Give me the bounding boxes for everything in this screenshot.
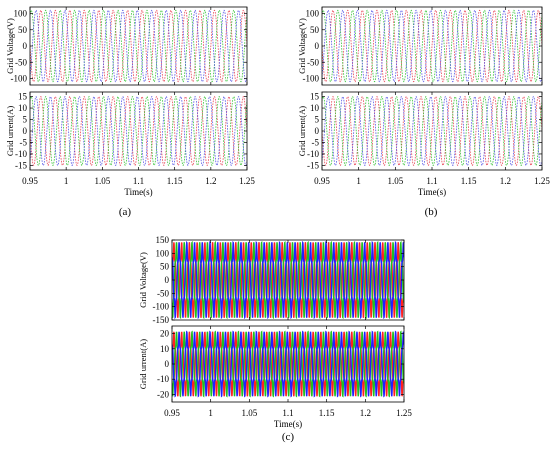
x-tick-label: 1.15 (319, 408, 335, 418)
phase-1-line (172, 331, 404, 397)
phase-3-line (30, 96, 247, 166)
x-tick-label: 1.1 (282, 408, 293, 418)
subplot-current: 20 10 0 -10 -20 Grid urrent(A) (138, 325, 405, 403)
y-tick-label: -10 (157, 374, 169, 384)
y-axis-label: Grid urrent(A) (297, 106, 307, 156)
phase-2-line (172, 330, 404, 398)
y-tick-label: 10 (18, 103, 28, 113)
y-tick-label: -20 (157, 389, 169, 399)
phase-2-line (322, 9, 542, 83)
x-tick-label: 1.25 (239, 176, 255, 186)
y-tick-label: 20 (160, 329, 170, 339)
y-tick-label: -15 (15, 160, 27, 170)
y-tick-label: 50 (18, 25, 28, 35)
x-tick-label: 1.1 (426, 176, 437, 186)
phase-2-line (322, 96, 542, 166)
panel-caption: (a) (119, 206, 132, 218)
plot-frame (321, 6, 543, 86)
y-tick-label: -10 (15, 149, 27, 159)
phase-3-line (322, 96, 542, 166)
x-axis-label: Time(s) (124, 187, 152, 197)
y-tick-label: 5 (23, 115, 28, 125)
phase-3-line (30, 9, 247, 83)
y-tick-label: 0 (165, 275, 170, 285)
y-tick-label: 0 (23, 41, 28, 51)
y-tick-label: 5 (315, 115, 320, 125)
x-tick-label: 0.95 (314, 176, 330, 186)
x-axis-label: Time(s) (418, 187, 446, 197)
x-tick-label: 1.15 (461, 176, 477, 186)
x-tick-label: 1.1 (133, 176, 144, 186)
y-tick-label: -50 (307, 57, 319, 67)
x-tick-label: 1.05 (387, 176, 403, 186)
y-tick-label: 0 (165, 359, 170, 369)
x-tick-label: 1.2 (360, 408, 371, 418)
y-tick-label: -5 (312, 137, 320, 147)
y-tick-label: -50 (157, 288, 169, 298)
x-tick-label: 1.25 (396, 408, 412, 418)
phase-3-line (172, 330, 404, 398)
phase-1-line (172, 242, 404, 318)
x-tick-label: 1.2 (500, 176, 511, 186)
y-tick-label: 0 (315, 41, 320, 51)
x-tick-label: 1.05 (241, 408, 257, 418)
y-axis-label: Grid urrent(A) (5, 106, 15, 156)
y-tick-label: 100 (156, 248, 170, 258)
phase-1-line (322, 96, 542, 166)
y-tick-label: -100 (11, 74, 28, 84)
subplot-voltage: 150 100 50 0 -50 -100 -150 Grid Voltage(V) (138, 235, 405, 325)
x-tick-label: 1.05 (94, 176, 110, 186)
x-tick-label: 1 (356, 176, 361, 186)
y-tick-label: -5 (20, 137, 28, 147)
y-axis-label: Grid Voltage(V) (138, 252, 148, 308)
phase-1-line (30, 96, 247, 166)
phase-3-line (322, 9, 542, 83)
y-tick-label: 50 (310, 25, 320, 35)
phase-1-line (30, 9, 247, 83)
y-tick-label: 100 (306, 9, 320, 19)
y-tick-label: 10 (310, 103, 320, 113)
y-tick-label: 10 (160, 344, 170, 354)
x-tick-label: 0.95 (164, 408, 180, 418)
x-tick-label: 0.95 (22, 176, 38, 186)
phase-2-line (30, 9, 247, 83)
x-tick-label: 1.25 (534, 176, 550, 186)
phase-2-line (30, 96, 247, 166)
y-tick-label: -100 (153, 302, 170, 312)
y-tick-label: -50 (15, 57, 27, 67)
y-tick-label: 50 (160, 262, 170, 272)
y-tick-label: 0 (23, 126, 28, 136)
phase-3-line (172, 240, 404, 320)
y-tick-label: 100 (14, 9, 28, 19)
phase-1-line (322, 9, 542, 83)
plot-frame (29, 6, 248, 86)
x-tick-label: 1.15 (167, 176, 183, 186)
x-tick-label: 1 (208, 408, 213, 418)
y-tick-label: -100 (303, 74, 320, 84)
y-axis-label: Grid Voltage(V) (297, 18, 307, 74)
y-tick-label: -15 (307, 160, 319, 170)
panel-caption: (b) (425, 206, 438, 218)
y-tick-label: 15 (310, 92, 320, 102)
x-axis-label: Time(s) (274, 419, 302, 429)
y-tick-label: -10 (307, 149, 319, 159)
y-axis-label: Grid Voltage(V) (5, 18, 15, 74)
y-tick-label: 15 (18, 92, 28, 102)
y-tick-label: 150 (156, 235, 170, 245)
x-tick-label: 1.2 (205, 176, 216, 186)
y-tick-label: -150 (153, 315, 170, 325)
panel-caption: (c) (282, 431, 295, 443)
phase-2-line (172, 240, 404, 320)
x-tick-label: 1 (64, 176, 69, 186)
y-tick-label: 0 (315, 126, 320, 136)
y-axis-label: Grid urrent(A) (138, 339, 148, 389)
